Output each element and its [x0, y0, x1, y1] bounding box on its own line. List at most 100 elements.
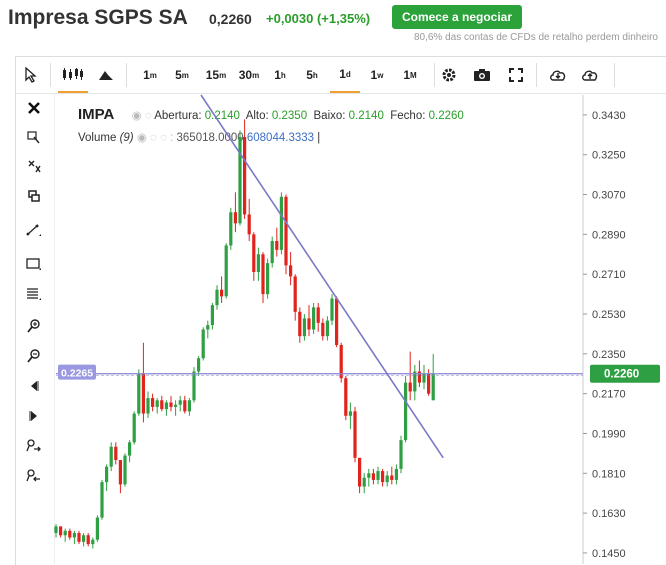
interval-15m[interactable]: 15 m — [205, 68, 227, 82]
last-price-label-bg — [590, 364, 660, 383]
magnet-tool-icon[interactable] — [24, 156, 44, 176]
candle-up — [146, 398, 150, 414]
candle-up — [376, 471, 380, 480]
candle-down — [353, 411, 357, 458]
y-tick-label: 0.3070 — [592, 190, 626, 202]
candle-up — [224, 245, 228, 297]
candle-down — [293, 276, 297, 312]
copy-tool-icon[interactable] — [24, 186, 44, 206]
candle-up — [164, 402, 168, 410]
candle-down — [68, 530, 72, 538]
y-tick-label: 0.3430 — [592, 110, 626, 122]
candle-up — [100, 482, 104, 518]
zoom-in-icon[interactable] — [24, 316, 44, 336]
candle-up — [367, 473, 371, 478]
area-chart-icon[interactable] — [94, 57, 118, 93]
start-trading-button[interactable]: Comece a negociar — [392, 5, 522, 29]
fullscreen-icon[interactable] — [504, 57, 528, 93]
candle-up — [201, 329, 205, 359]
y-tick-label: 0.1450 — [592, 548, 626, 560]
rectangle-tool-icon[interactable] — [24, 254, 44, 274]
candle-down — [243, 137, 247, 215]
interval-30m[interactable]: 30 m — [238, 68, 260, 82]
close-icon[interactable] — [24, 98, 44, 118]
cloud-upload-icon[interactable] — [578, 57, 602, 93]
candle-up — [91, 539, 95, 545]
gear-icon[interactable] — [438, 57, 460, 93]
price-change: +0,0030 (+1,35%) — [266, 11, 371, 26]
scroll-right-icon[interactable] — [24, 406, 44, 426]
y-tick-label: 0.2710 — [592, 269, 626, 281]
candle-down — [220, 289, 224, 297]
candle-down — [339, 344, 343, 379]
candle-down — [118, 460, 122, 485]
trendline — [200, 94, 444, 459]
candle-down — [289, 265, 293, 277]
pan-back-icon[interactable] — [24, 466, 44, 486]
candle-down — [160, 400, 164, 410]
volume-value-2: 608044.3333 — [246, 132, 315, 144]
volume-period: (9) — [119, 132, 134, 144]
candle-up — [266, 263, 270, 295]
chart-frame — [15, 56, 666, 565]
current-price: 0,2260 — [209, 11, 252, 27]
candle-down — [335, 298, 339, 345]
candle-up — [206, 325, 210, 330]
cursor-icon[interactable] — [18, 57, 44, 93]
candle-down — [151, 398, 155, 407]
y-tick-label: 0.2170 — [592, 389, 626, 401]
candle-up — [413, 371, 417, 392]
open-label: Abertura: — [154, 110, 202, 122]
crosshair-tool-icon[interactable] — [24, 128, 44, 148]
close-label: Fecho: — [390, 110, 426, 122]
fibonacci-tool-icon[interactable] — [24, 284, 44, 304]
candle-down — [316, 307, 320, 323]
candle-down — [141, 373, 145, 414]
candle-up — [270, 241, 274, 264]
candle-up — [197, 358, 201, 372]
candle-down — [284, 196, 288, 266]
pan-forward-icon[interactable] — [24, 436, 44, 456]
crosshair-price-label-bg — [58, 364, 96, 380]
candle-up — [137, 373, 141, 414]
candle-up — [238, 137, 242, 224]
zoom-out-icon[interactable] — [24, 346, 44, 366]
eye-icon[interactable]: ◉ ◌ — [131, 110, 152, 122]
candle-up — [229, 212, 233, 246]
candle-up — [82, 535, 86, 542]
candle-down — [427, 373, 431, 394]
candle-up — [399, 440, 403, 469]
candle-up — [312, 307, 316, 330]
camera-icon[interactable] — [470, 57, 494, 93]
candle-up — [72, 533, 76, 538]
candle-up — [128, 442, 132, 456]
candle-down — [183, 400, 187, 412]
candle-up — [404, 382, 408, 441]
candle-up — [63, 530, 67, 536]
cloud-download-icon[interactable] — [546, 57, 570, 93]
candle-down — [408, 382, 412, 392]
candle-up — [178, 400, 182, 405]
candle-down — [307, 318, 311, 330]
trendline-tool-icon[interactable] — [24, 220, 44, 240]
candles-chart-icon[interactable] — [58, 57, 88, 93]
candle-down — [358, 457, 362, 487]
y-tick-label: 0.2890 — [592, 229, 626, 241]
high-label: Alto: — [245, 110, 269, 122]
candle-up — [54, 526, 58, 534]
volume-eye-icon[interactable]: ◉ ◌ ◌ : — [136, 132, 174, 144]
candle-down — [381, 471, 385, 483]
candle-down — [321, 322, 325, 337]
close-value: 0.2260 — [428, 110, 464, 122]
candle-up — [192, 371, 196, 401]
scroll-left-icon[interactable] — [24, 376, 44, 396]
candle-up — [215, 289, 219, 306]
